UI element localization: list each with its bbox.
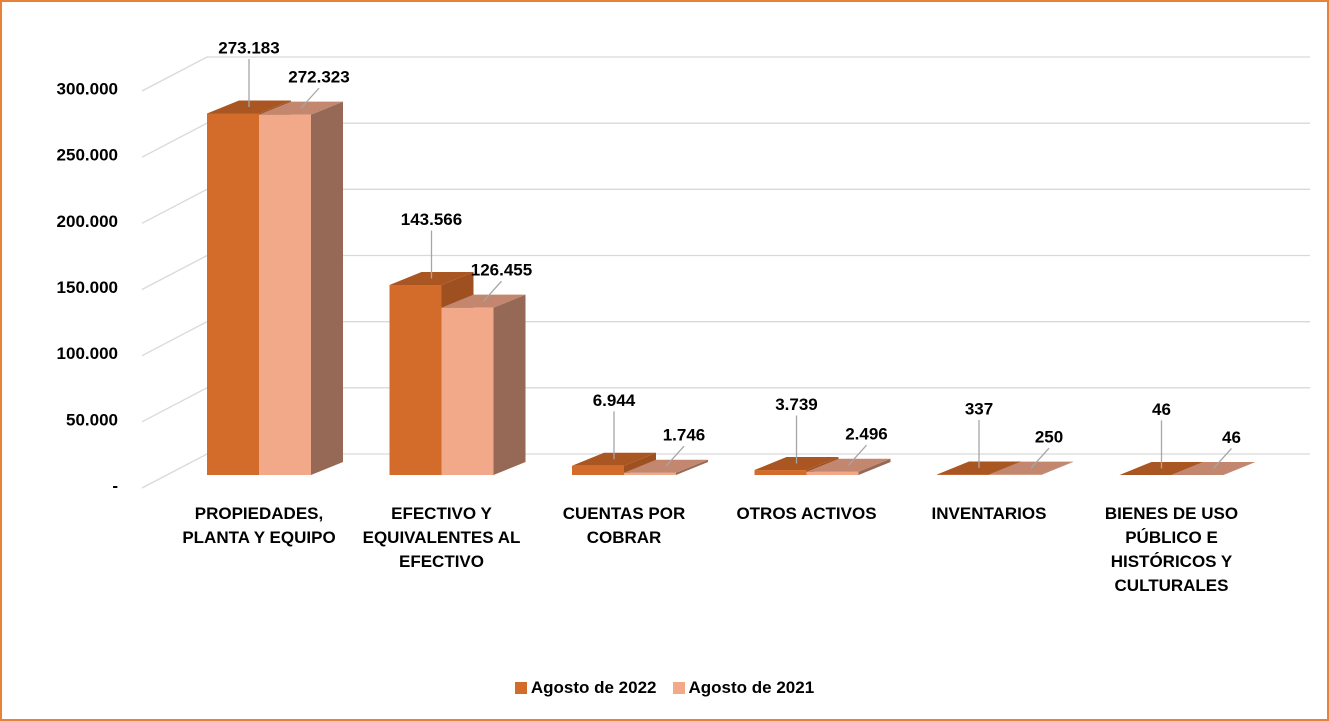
- data-label: 2.496: [845, 425, 888, 444]
- bar-face: [1041, 461, 1073, 475]
- bar-face: [259, 114, 311, 475]
- data-label: 250: [1035, 428, 1063, 447]
- data-label: 337: [965, 400, 993, 419]
- legend-swatch: [672, 682, 685, 694]
- bar: [441, 294, 526, 475]
- data-label: 273.183: [218, 38, 279, 57]
- legend-label: Agosto de 2021: [688, 678, 815, 697]
- legend-item: Agosto de 2021: [672, 678, 815, 698]
- grid-line: [141, 56, 1310, 92]
- bar-face: [493, 294, 526, 475]
- data-label: 272.323: [288, 68, 349, 87]
- bar-face: [311, 101, 343, 475]
- bar-face: [572, 465, 624, 475]
- x-tick-label: INVENTARIOS: [931, 504, 1047, 523]
- y-tick-label: 300.000: [57, 79, 118, 98]
- x-tick-label: BIENES DE USO PÚBLICO E HISTÓRICOS Y CUL…: [1104, 504, 1239, 595]
- data-label: 6.944: [593, 391, 636, 410]
- leader-line: [300, 87, 320, 109]
- data-label: 46: [1152, 400, 1171, 419]
- x-tick-label: OTROS ACTIVOS: [736, 504, 877, 523]
- bar: [259, 101, 343, 475]
- data-label: 46: [1222, 428, 1241, 447]
- x-tick-label: PROPIEDADES, PLANTA Y EQUIPO: [182, 504, 336, 547]
- bar-face: [806, 471, 859, 475]
- legend-label: Agosto de 2022: [530, 678, 657, 697]
- legend-swatch: [514, 682, 527, 694]
- leader-line: [483, 280, 502, 302]
- y-tick-label: 50.000: [66, 410, 118, 429]
- legend-item: Agosto de 2022: [514, 678, 657, 698]
- x-tick-label: EFECTIVO Y EQUIVALENTES AL EFECTIVO: [362, 504, 521, 571]
- y-tick-label: 100.000: [57, 344, 118, 363]
- bar-face: [441, 307, 494, 475]
- y-tick-label: -: [112, 476, 118, 495]
- data-label: 1.746: [663, 426, 706, 445]
- bar-face: [754, 470, 807, 475]
- leader-line: [1213, 448, 1232, 469]
- bar-face: [1223, 461, 1256, 475]
- bar-face: [389, 285, 442, 475]
- legend: Agosto de 2022 Agosto de 2021: [2, 678, 1327, 699]
- data-label: 126.455: [471, 261, 532, 280]
- y-tick-label: 200.000: [57, 212, 118, 231]
- leader-line: [848, 444, 867, 466]
- y-tick-label: 150.000: [57, 278, 118, 297]
- data-label: 143.566: [401, 210, 462, 229]
- data-label: 3.739: [775, 395, 818, 414]
- x-tick-label: CUENTAS POR COBRAR: [562, 504, 686, 547]
- bar-face: [624, 472, 676, 475]
- bar-face: [207, 113, 259, 476]
- bar-face: [676, 459, 708, 475]
- leader-line: [1030, 447, 1050, 469]
- y-tick-label: 250.000: [57, 146, 118, 165]
- leader-line: [665, 445, 685, 467]
- bar-face: [858, 458, 891, 475]
